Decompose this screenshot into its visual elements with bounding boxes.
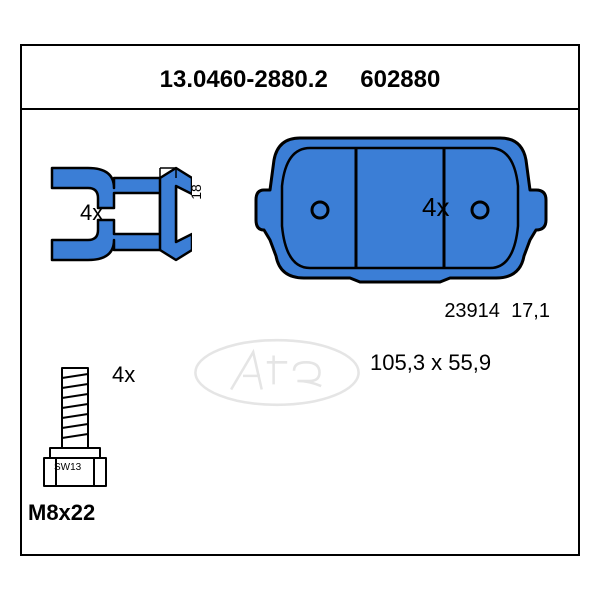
clip-width-label: 18 bbox=[188, 184, 204, 200]
brake-pad-icon bbox=[250, 130, 550, 300]
watermark-logo bbox=[192, 330, 362, 415]
short-code: 602880 bbox=[360, 66, 440, 93]
bolt-group: 4x SW13 M8x22 bbox=[30, 360, 120, 505]
clip-group: 4x 18 bbox=[42, 138, 192, 293]
bolt-icon bbox=[30, 360, 120, 500]
pad-code-label: 23914 17,1 bbox=[444, 300, 550, 323]
clip-icon bbox=[42, 138, 192, 288]
pad-code: 23914 bbox=[444, 300, 500, 322]
header: 13.0460-2880.2 602880 bbox=[22, 46, 578, 108]
bolt-spec-label: M8x22 bbox=[28, 500, 95, 526]
pad-thickness: 17,1 bbox=[511, 300, 550, 322]
pad-qty-label: 4x bbox=[422, 192, 449, 223]
content-area: 4x 18 4x 23914 bbox=[22, 110, 578, 530]
pad-dimensions-label: 105,3 x 55,9 bbox=[370, 350, 491, 376]
part-number: 13.0460-2880.2 bbox=[160, 66, 328, 93]
diagram-frame: 13.0460-2880.2 602880 4x 18 bbox=[20, 44, 580, 556]
clip-qty-label: 4x bbox=[80, 200, 103, 226]
brake-pad-group: 4x 23914 17,1 105,3 x 55,9 bbox=[250, 130, 550, 305]
bolt-wrench-label: SW13 bbox=[54, 462, 81, 473]
bolt-qty-label: 4x bbox=[112, 362, 135, 388]
